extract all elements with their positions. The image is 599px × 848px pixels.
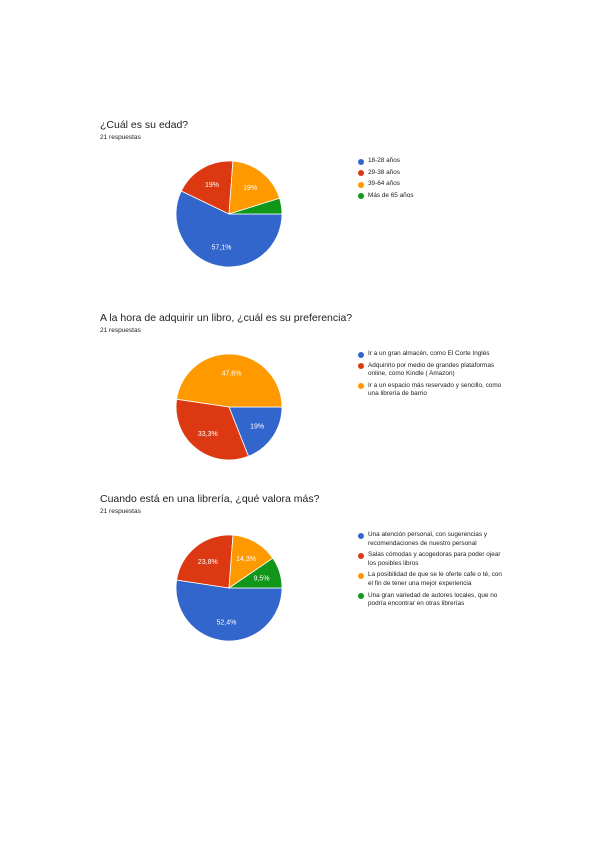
legend-swatch <box>358 351 364 358</box>
pie-slice <box>176 534 234 589</box>
pie-svg: 57,1% 19% 19% <box>175 160 283 268</box>
legend-entry: Una gran variedad de autores locales, qu… <box>358 592 508 609</box>
pie-slice <box>176 353 283 408</box>
legend-entry: Una atención personal, con sugerencias y… <box>358 531 508 548</box>
legend-swatch <box>358 193 364 200</box>
legend-swatch <box>358 532 364 539</box>
legend-entry: 29-38 años <box>358 169 508 178</box>
pie-slice <box>228 160 281 215</box>
legend-label: 29-38 años <box>368 168 400 176</box>
legend-entry: 18-28 años <box>358 157 508 166</box>
slice-value-label: 52,4% <box>217 619 237 626</box>
legend-entry: Salas cómodas y acogedoras para poder oj… <box>358 551 508 568</box>
legend-entry: Ir a un espacio más reservado y sencillo… <box>358 382 508 399</box>
pie-svg: 52,4% 23,8% 14,3% 9,5% <box>175 534 283 642</box>
legend-swatch <box>358 363 364 370</box>
slice-value-label: 19% <box>243 185 257 192</box>
chart-title: Cuando está en una librería, ¿qué valora… <box>100 493 320 505</box>
legend-swatch <box>358 593 364 600</box>
chart-subtitle: 21 respuestas <box>100 134 141 141</box>
chart-subtitle: 21 respuestas <box>100 327 141 334</box>
legend-label: Una atención personal, con sugerencias y… <box>368 531 488 547</box>
legend-entry: Más de 65 años <box>358 192 508 201</box>
legend-label: 39-64 años <box>368 180 400 188</box>
legend-label: Ir a un gran almacén, como El Corte Ingl… <box>368 350 490 357</box>
legend-label: Adquirirlo por medio de grandes platafor… <box>368 361 495 378</box>
pie-chart-age: ¿Cuál es su edad? 21 respuestas 57,1% 19%… <box>0 119 599 289</box>
pie-slice <box>175 579 283 642</box>
slice-value-label: 33,3% <box>198 431 218 438</box>
legend-label: 18-28 años <box>368 157 400 164</box>
legend-swatch <box>358 170 364 177</box>
legend-entry: La posibilidad de que se le oferte cafe … <box>358 571 508 588</box>
legend-label: Más de 65 años <box>368 191 414 199</box>
slice-value-label: 57,1% <box>211 245 231 252</box>
pie-slice <box>175 398 249 461</box>
pie-svg: 19% 33,3% 47,6% <box>175 353 283 461</box>
legend-swatch <box>358 552 364 559</box>
legend-swatch <box>358 572 364 579</box>
chart-subtitle: 21 respuestas <box>100 508 141 515</box>
slice-value-label: 19% <box>205 182 219 189</box>
legend-label: La posibilidad de que se le oferte cafe … <box>368 571 502 587</box>
legend-entry: 39-64 años <box>358 180 508 189</box>
legend-swatch <box>358 181 364 188</box>
legend-label: Salas cómodas y acogedoras para poder oj… <box>368 551 501 567</box>
slice-value-label: 14,3% <box>236 556 256 563</box>
legend-swatch <box>358 158 364 165</box>
pie-slice <box>175 190 283 268</box>
pie-chart-preference: A la hora de adquirir un libro, ¿cuál es… <box>0 312 599 482</box>
chart-title: ¿Cuál es su edad? <box>100 119 189 131</box>
legend-entry: Adquirirlo por medio de grandes platafor… <box>358 362 508 379</box>
legend-entry: Ir a un gran almacén, como El Corte Ingl… <box>358 350 508 359</box>
pie-slice <box>228 406 283 457</box>
pie-chart-bookstore-values: Cuando está en una librería, ¿qué valora… <box>0 493 599 663</box>
slice-value-label: 47,6% <box>222 371 242 378</box>
legend: 18-28 años 29-38 años 39-64 años Más de 65 … <box>358 157 508 203</box>
slice-value-label: 19% <box>250 424 264 431</box>
legend: Ir a un gran almacén, como El Corte Ingl… <box>358 350 508 402</box>
slice-value-label: 23,8% <box>198 559 218 566</box>
legend-label: Una gran variedad de autores locales, qu… <box>368 591 498 608</box>
slice-value-label: 9,5% <box>254 576 270 583</box>
pie-slice <box>227 557 283 589</box>
legend-swatch <box>358 383 364 390</box>
legend-label: Ir a un espacio más reservado y sencillo… <box>368 381 502 398</box>
legend: Una atención personal, con sugerencias y… <box>358 531 508 612</box>
chart-title: A la hora de adquirir un libro, ¿cuál es… <box>100 312 353 324</box>
pie-slice <box>228 197 283 215</box>
pie-slice <box>180 160 234 215</box>
